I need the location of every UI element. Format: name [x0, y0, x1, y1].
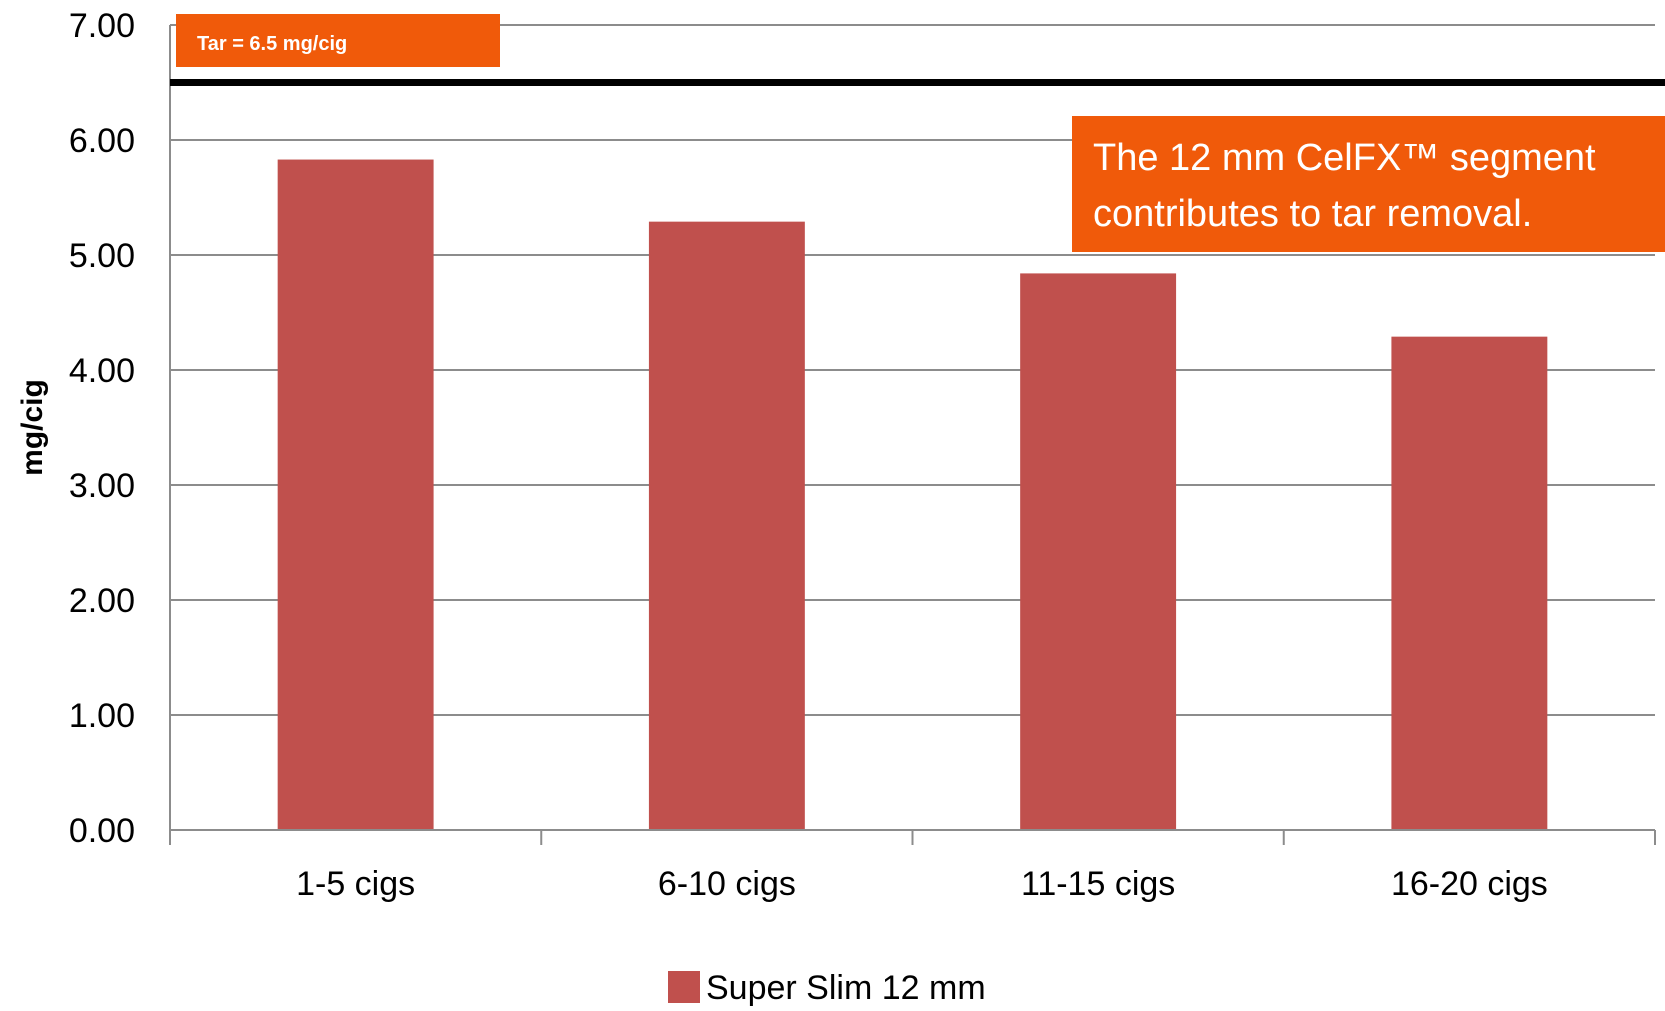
y-tick-label: 1.00	[69, 697, 135, 735]
y-tick-label: 3.00	[69, 467, 135, 505]
callout-box	[1072, 116, 1665, 252]
y-tick-label: 6.00	[69, 122, 135, 160]
y-tick-label: 7.00	[69, 7, 135, 45]
reference-label-box	[176, 14, 500, 67]
bar-16-20-cigs	[1391, 336, 1548, 830]
axes: 0.00 1.00 2.00 3.00 4.00 5.00 6.00 7.00 1-5 cigs…	[16, 7, 1656, 903]
legend: Super Slim 12 mm	[668, 969, 986, 1007]
x-tick-label: 16-20 cigs	[1391, 865, 1548, 903]
reference-line-group: Tar = 6.5 mg/cig	[170, 14, 1665, 86]
y-tick-label: 4.00	[69, 352, 135, 390]
y-tick-label: 5.00	[69, 237, 135, 275]
legend-swatch	[668, 971, 700, 1003]
annotation-group: The 12 mm CelFX™ segment contributes to t…	[1072, 116, 1665, 252]
bar-1-5-cigs	[277, 159, 434, 831]
reference-label: Tar = 6.5 mg/cig	[197, 33, 347, 55]
y-tick-label: 0.00	[69, 812, 135, 850]
callout-text-line: contributes to tar removal.	[1093, 193, 1532, 235]
y-axis-title: mg/cig	[16, 379, 49, 476]
bar-11-15-cigs	[1020, 273, 1177, 830]
y-tick-label: 2.00	[69, 582, 135, 620]
callout-text-line: The 12 mm CelFX™ segment	[1093, 137, 1596, 179]
x-tick-label: 11-15 cigs	[1021, 865, 1175, 903]
legend-label: Super Slim 12 mm	[706, 969, 986, 1007]
x-tick-label: 6-10 cigs	[658, 865, 796, 903]
x-tick-label: 1-5 cigs	[296, 865, 415, 903]
bar-6-10-cigs	[648, 221, 805, 830]
bars	[277, 159, 1548, 831]
